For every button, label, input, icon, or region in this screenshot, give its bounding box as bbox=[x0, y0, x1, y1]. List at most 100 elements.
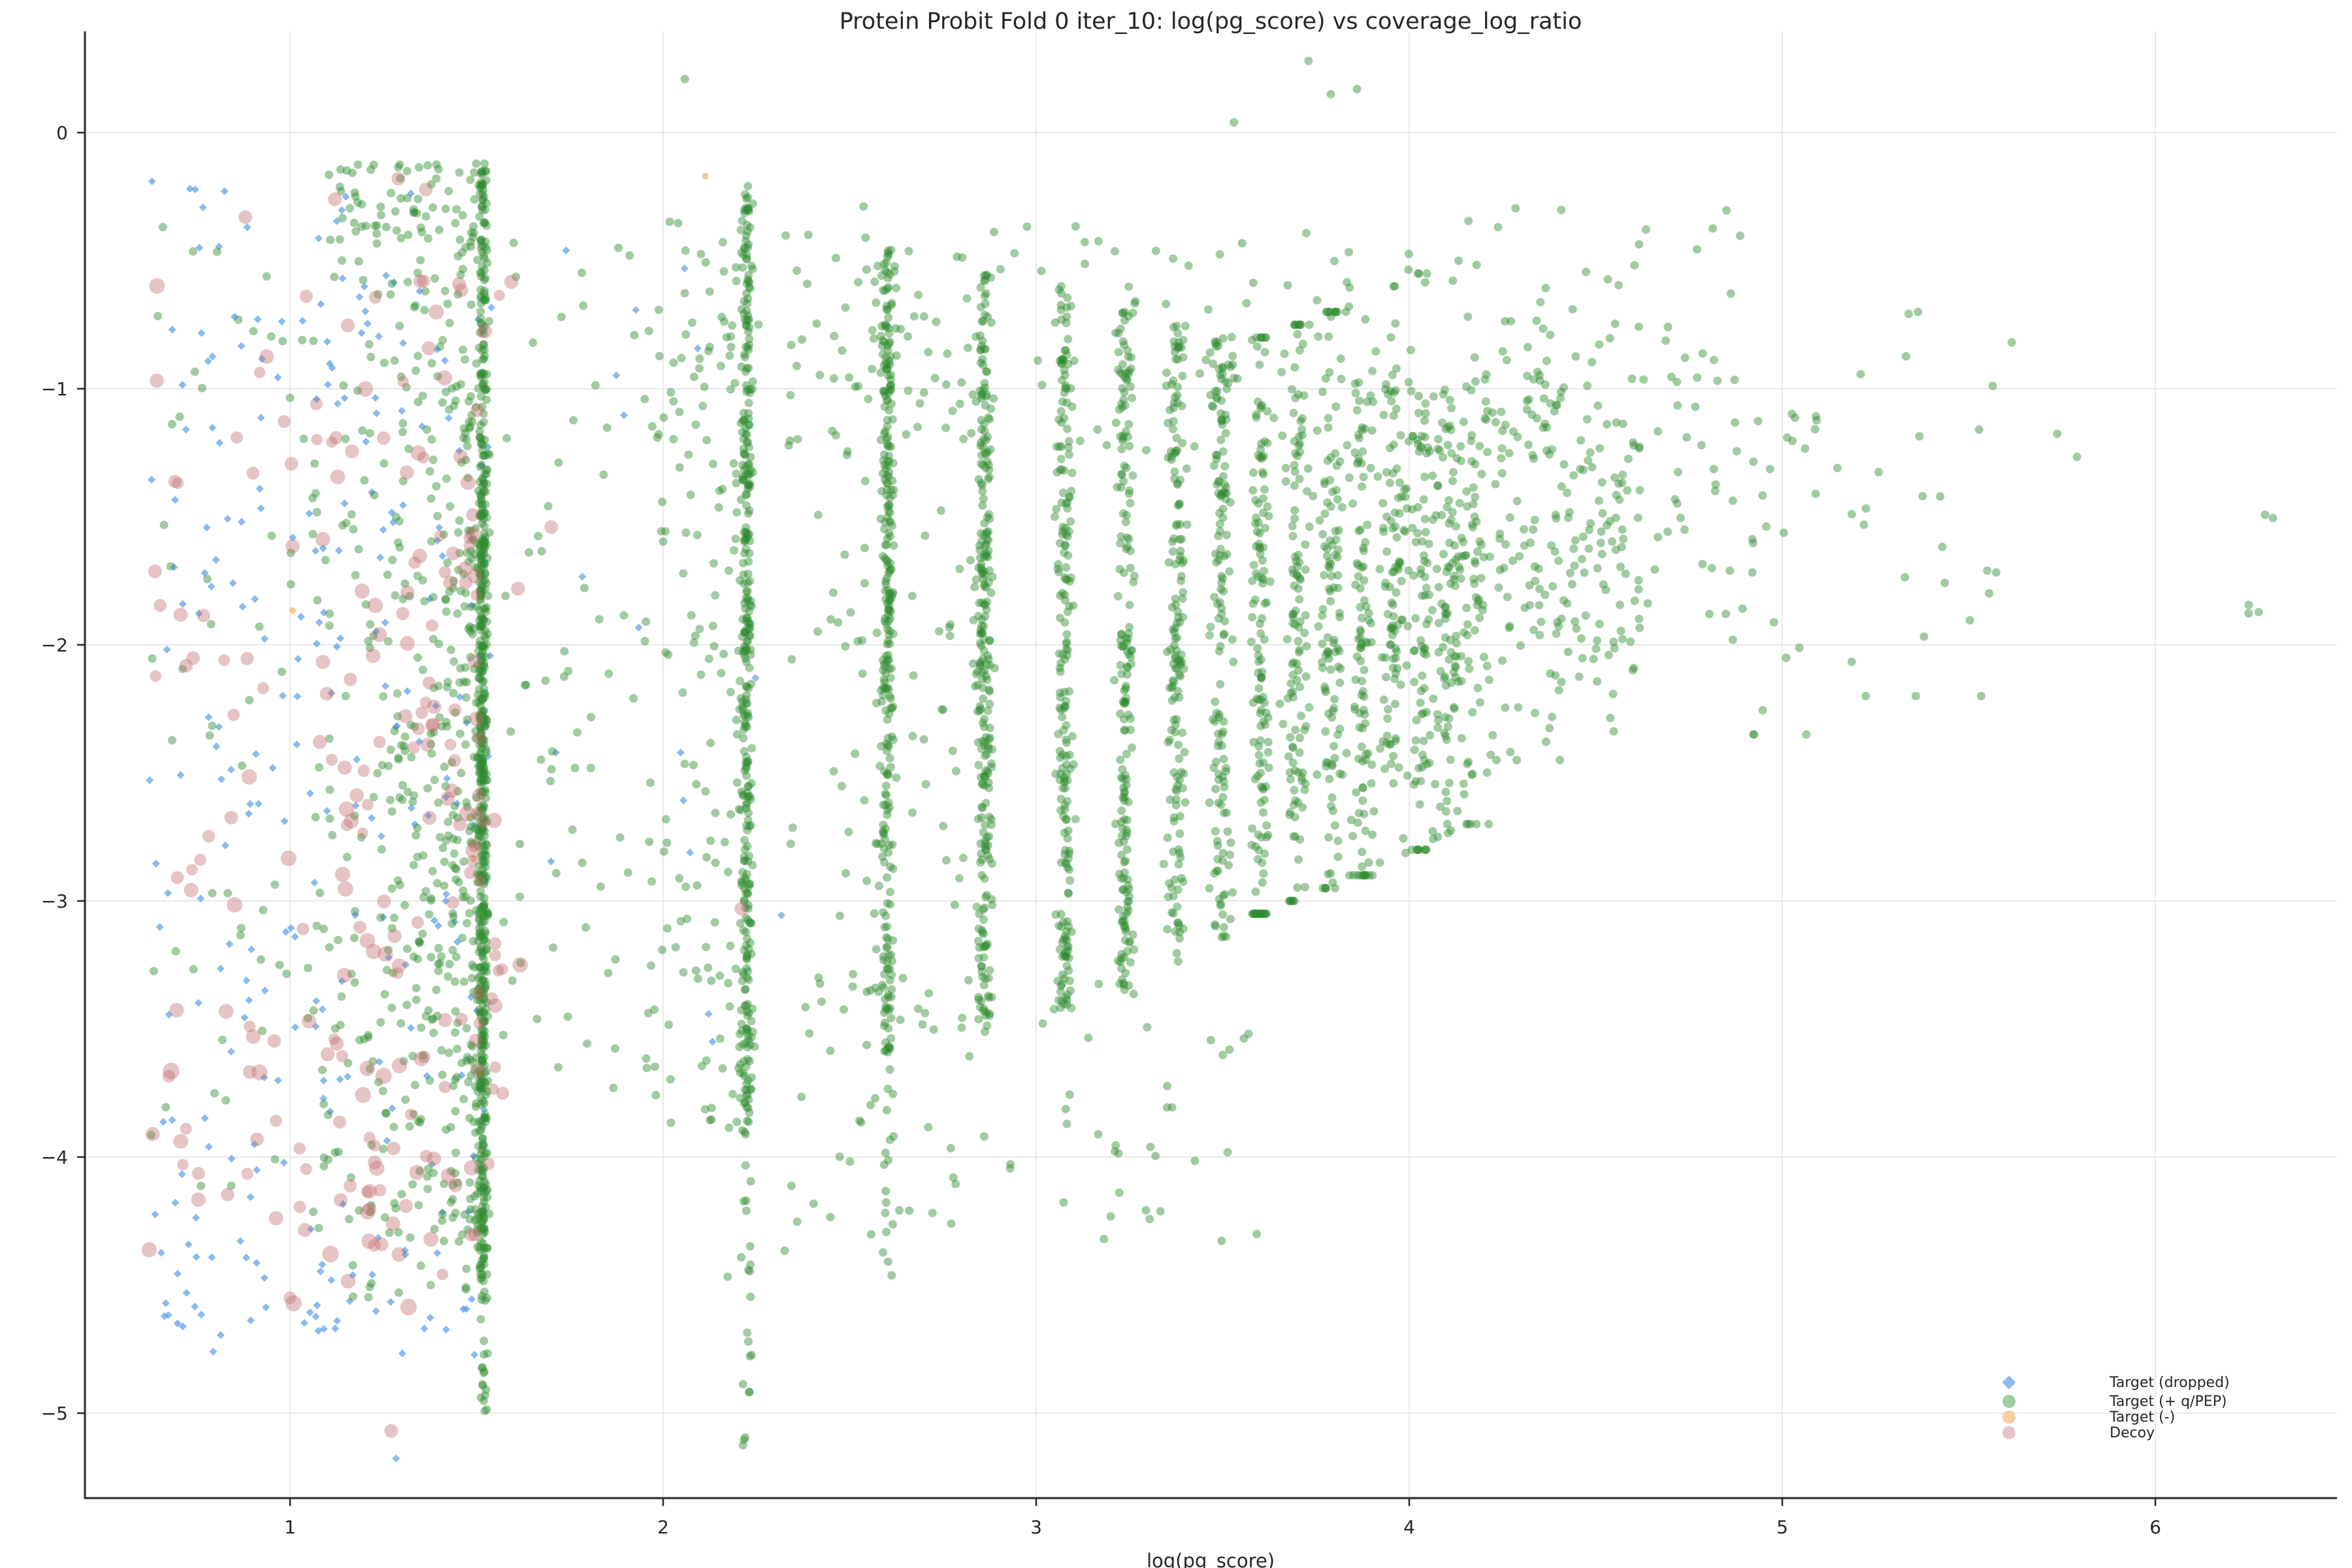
data-point bbox=[945, 631, 955, 640]
data-point bbox=[1471, 493, 1480, 502]
data-point bbox=[1325, 774, 1334, 783]
data-point bbox=[1111, 1147, 1120, 1156]
data-point bbox=[482, 579, 491, 588]
data-point bbox=[1762, 522, 1771, 531]
data-point bbox=[654, 430, 663, 439]
data-point bbox=[983, 841, 992, 850]
data-point bbox=[845, 373, 854, 382]
data-point bbox=[323, 1155, 333, 1164]
data-point bbox=[477, 710, 486, 719]
data-point bbox=[1459, 417, 1468, 427]
data-point bbox=[793, 434, 802, 444]
data-point bbox=[1326, 665, 1335, 674]
data-point bbox=[1330, 883, 1339, 892]
data-point bbox=[792, 1217, 802, 1226]
data-point bbox=[478, 499, 487, 508]
data-point bbox=[427, 537, 436, 546]
data-point bbox=[1062, 751, 1071, 760]
data-point bbox=[1535, 600, 1544, 610]
data-point bbox=[681, 330, 691, 339]
data-point bbox=[1128, 645, 1137, 655]
data-point bbox=[478, 1134, 487, 1143]
data-point bbox=[1223, 1148, 1232, 1157]
data-point bbox=[481, 205, 490, 214]
data-point bbox=[1379, 410, 1388, 419]
data-point bbox=[745, 1108, 754, 1117]
data-point bbox=[334, 1147, 343, 1156]
data-point bbox=[1117, 964, 1126, 973]
data-point bbox=[1420, 416, 1429, 425]
data-point bbox=[1576, 436, 1586, 445]
data-point bbox=[480, 478, 489, 487]
data-point bbox=[386, 290, 395, 299]
data-point bbox=[1512, 497, 1522, 506]
data-point bbox=[883, 873, 892, 882]
data-point bbox=[570, 763, 580, 772]
data-point bbox=[1443, 722, 1452, 731]
data-point bbox=[1317, 657, 1326, 666]
data-point bbox=[941, 856, 951, 865]
data-point bbox=[1671, 495, 1680, 504]
data-point bbox=[2268, 514, 2278, 523]
data-point bbox=[1861, 504, 1870, 513]
data-point bbox=[383, 1136, 391, 1145]
data-point bbox=[1482, 370, 1491, 379]
data-point bbox=[1054, 415, 1064, 424]
data-point bbox=[645, 778, 655, 787]
data-point bbox=[416, 1261, 425, 1270]
data-point bbox=[372, 229, 382, 238]
data-point bbox=[480, 289, 489, 298]
data-point bbox=[1222, 808, 1232, 817]
data-point bbox=[1055, 703, 1064, 712]
data-point bbox=[977, 855, 987, 864]
data-point bbox=[1223, 827, 1232, 836]
data-point bbox=[451, 219, 460, 228]
data-point bbox=[430, 776, 439, 785]
data-point bbox=[1454, 256, 1463, 265]
data-point bbox=[745, 1242, 755, 1251]
data-point bbox=[671, 943, 680, 952]
data-point bbox=[1293, 883, 1302, 892]
data-point bbox=[298, 336, 307, 345]
data-point bbox=[938, 705, 947, 714]
data-point bbox=[1732, 447, 1741, 456]
data-point bbox=[980, 310, 989, 319]
data-point bbox=[1663, 527, 1672, 536]
data-point bbox=[1592, 636, 1601, 645]
data-point bbox=[433, 879, 442, 888]
data-point bbox=[336, 1075, 344, 1084]
data-point bbox=[1260, 485, 1269, 494]
data-point bbox=[1359, 472, 1368, 482]
data-point bbox=[350, 978, 359, 987]
data-point bbox=[1058, 650, 1068, 659]
data-point bbox=[1216, 679, 1225, 689]
data-point bbox=[1722, 610, 1731, 619]
data-point bbox=[887, 950, 896, 959]
data-point bbox=[1482, 415, 1491, 424]
data-point bbox=[1172, 949, 1181, 958]
data-point bbox=[423, 161, 433, 170]
data-point bbox=[1382, 512, 1392, 521]
data-point bbox=[739, 791, 748, 800]
data-point bbox=[1217, 1236, 1226, 1245]
data-point bbox=[1630, 261, 1639, 270]
data-point bbox=[482, 998, 491, 1007]
data-point bbox=[360, 282, 368, 291]
data-point bbox=[336, 968, 352, 983]
data-point bbox=[1278, 431, 1287, 440]
data-point bbox=[786, 391, 795, 400]
data-point bbox=[443, 678, 452, 687]
data-point bbox=[1126, 659, 1135, 668]
data-point bbox=[1211, 387, 1220, 396]
data-point bbox=[479, 1043, 488, 1053]
data-point bbox=[483, 443, 492, 451]
data-point bbox=[1320, 480, 1330, 489]
data-point bbox=[981, 672, 990, 681]
data-point bbox=[1258, 693, 1267, 702]
data-point bbox=[740, 350, 749, 359]
data-point bbox=[478, 667, 487, 676]
data-point bbox=[1570, 561, 1579, 570]
data-point bbox=[1330, 694, 1339, 704]
data-point bbox=[1572, 624, 1581, 633]
data-point bbox=[1301, 672, 1311, 681]
